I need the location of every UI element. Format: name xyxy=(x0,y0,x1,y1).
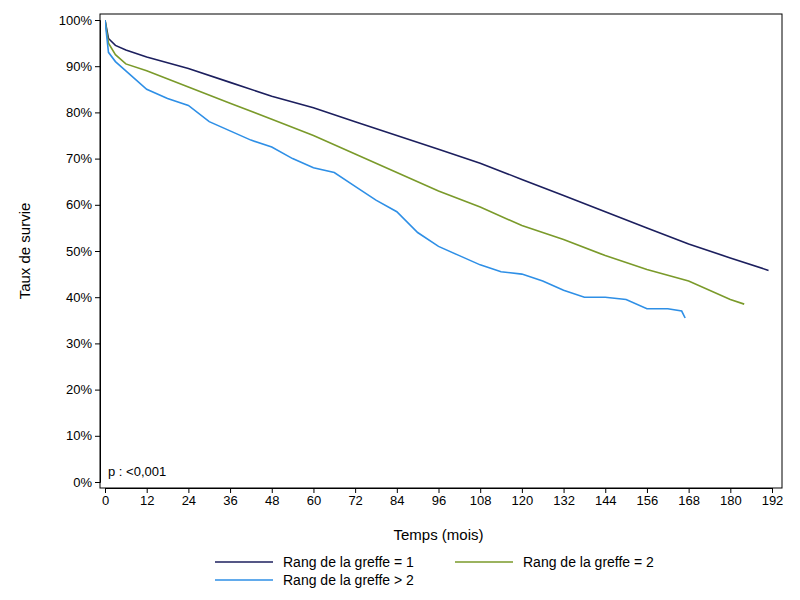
y-tick-label: 70% xyxy=(66,151,92,166)
x-tick: 84 xyxy=(390,488,404,508)
x-tick-label: 168 xyxy=(678,493,700,508)
x-tick: 180 xyxy=(720,488,742,508)
y-tick-label: 30% xyxy=(66,336,92,351)
survival-line xyxy=(105,20,744,304)
x-tick: 168 xyxy=(678,488,700,508)
y-tick: 20% xyxy=(66,382,100,397)
y-tick: 10% xyxy=(66,428,100,443)
x-tick-label: 120 xyxy=(512,493,534,508)
y-tick-label: 100% xyxy=(59,13,93,28)
y-tick: 30% xyxy=(66,336,100,351)
x-tick: 12 xyxy=(140,488,154,508)
y-tick-label: 90% xyxy=(66,59,92,74)
x-tick-label: 12 xyxy=(140,493,154,508)
x-tick-label: 0 xyxy=(102,493,109,508)
legend-label: Rang de la greffe = 1 xyxy=(283,554,414,570)
x-tick-label: 36 xyxy=(223,493,237,508)
survival-line xyxy=(105,20,769,270)
y-tick-mark xyxy=(95,251,100,252)
x-tick: 24 xyxy=(182,488,196,508)
y-tick-label: 60% xyxy=(66,197,92,212)
x-tick: 132 xyxy=(553,488,575,508)
x-tick-label: 156 xyxy=(637,493,659,508)
x-axis: 0 12 24 36 48 60 72 84 96 108 120 132 144 156 168 180 19… xyxy=(102,488,783,508)
x-tick-label: 48 xyxy=(265,493,279,508)
y-tick-mark xyxy=(95,482,100,483)
legend-label: Rang de la greffe > 2 xyxy=(283,572,414,588)
x-tick-label: 96 xyxy=(432,493,446,508)
x-tick-label: 84 xyxy=(390,493,404,508)
y-tick: 0% xyxy=(73,475,100,490)
y-tick-mark xyxy=(95,20,100,21)
y-tick-label: 20% xyxy=(66,382,92,397)
y-axis-title: Taux de survie xyxy=(16,203,33,300)
y-tick-mark xyxy=(95,66,100,67)
legend-label: Rang de la greffe = 2 xyxy=(523,554,654,570)
legend-swatch xyxy=(215,561,273,563)
y-tick-mark xyxy=(95,297,100,298)
x-tick: 144 xyxy=(595,488,617,508)
plot-area xyxy=(105,20,769,318)
y-tick-mark xyxy=(95,343,100,344)
x-tick: 48 xyxy=(265,488,279,508)
x-tick-label: 60 xyxy=(307,493,321,508)
legend: Rang de la greffe = 1 Rang de la greffe =… xyxy=(215,554,654,588)
y-tick-label: 40% xyxy=(66,290,92,305)
y-tick-mark xyxy=(95,112,100,113)
y-tick: 40% xyxy=(66,290,100,305)
y-tick: 100% xyxy=(59,13,100,28)
plot-frame xyxy=(100,14,782,488)
x-tick: 108 xyxy=(470,488,492,508)
x-tick: 120 xyxy=(512,488,534,508)
y-axis-line xyxy=(95,21,101,483)
x-tick: 72 xyxy=(348,488,362,508)
x-tick: 156 xyxy=(637,488,659,508)
legend-swatch xyxy=(215,579,273,581)
x-tick-label: 180 xyxy=(720,493,742,508)
x-tick-label: 72 xyxy=(348,493,362,508)
x-tick: 192 xyxy=(762,488,784,508)
p-value: p : <0,001 xyxy=(108,464,166,479)
y-tick-mark xyxy=(95,159,100,160)
x-tick-label: 108 xyxy=(470,493,492,508)
chart: 0% 10% 20% 30% 40% 50% 60% 70% 80% 90% 100% 0 12 24 36… xyxy=(0,0,800,600)
legend-swatch xyxy=(455,561,513,563)
legend-item: Rang de la greffe = 2 xyxy=(455,554,654,570)
x-tick: 36 xyxy=(223,488,237,508)
legend-item: Rang de la greffe > 2 xyxy=(215,572,414,588)
x-axis-title: Temps (mois) xyxy=(393,526,483,543)
y-tick: 80% xyxy=(66,105,100,120)
y-tick-mark xyxy=(95,436,100,437)
y-tick: 70% xyxy=(66,151,100,166)
y-tick-label: 0% xyxy=(73,475,92,490)
x-tick-label: 144 xyxy=(595,493,617,508)
y-tick-mark xyxy=(95,205,100,206)
y-tick-label: 50% xyxy=(66,244,92,259)
y-tick: 60% xyxy=(66,197,100,212)
legend-item: Rang de la greffe = 1 xyxy=(215,554,414,570)
y-tick-label: 80% xyxy=(66,105,92,120)
y-tick: 90% xyxy=(66,59,100,74)
y-tick-mark xyxy=(95,390,100,391)
survival-line xyxy=(105,20,685,318)
y-axis: 0% 10% 20% 30% 40% 50% 60% 70% 80% 90% 100% xyxy=(59,13,101,490)
x-tick: 96 xyxy=(432,488,446,508)
x-tick: 0 xyxy=(102,488,109,508)
x-tick-label: 132 xyxy=(553,493,575,508)
y-tick-label: 10% xyxy=(66,428,92,443)
x-tick: 60 xyxy=(307,488,321,508)
y-tick: 50% xyxy=(66,244,100,259)
x-tick-label: 192 xyxy=(762,493,784,508)
x-tick-label: 24 xyxy=(182,493,196,508)
